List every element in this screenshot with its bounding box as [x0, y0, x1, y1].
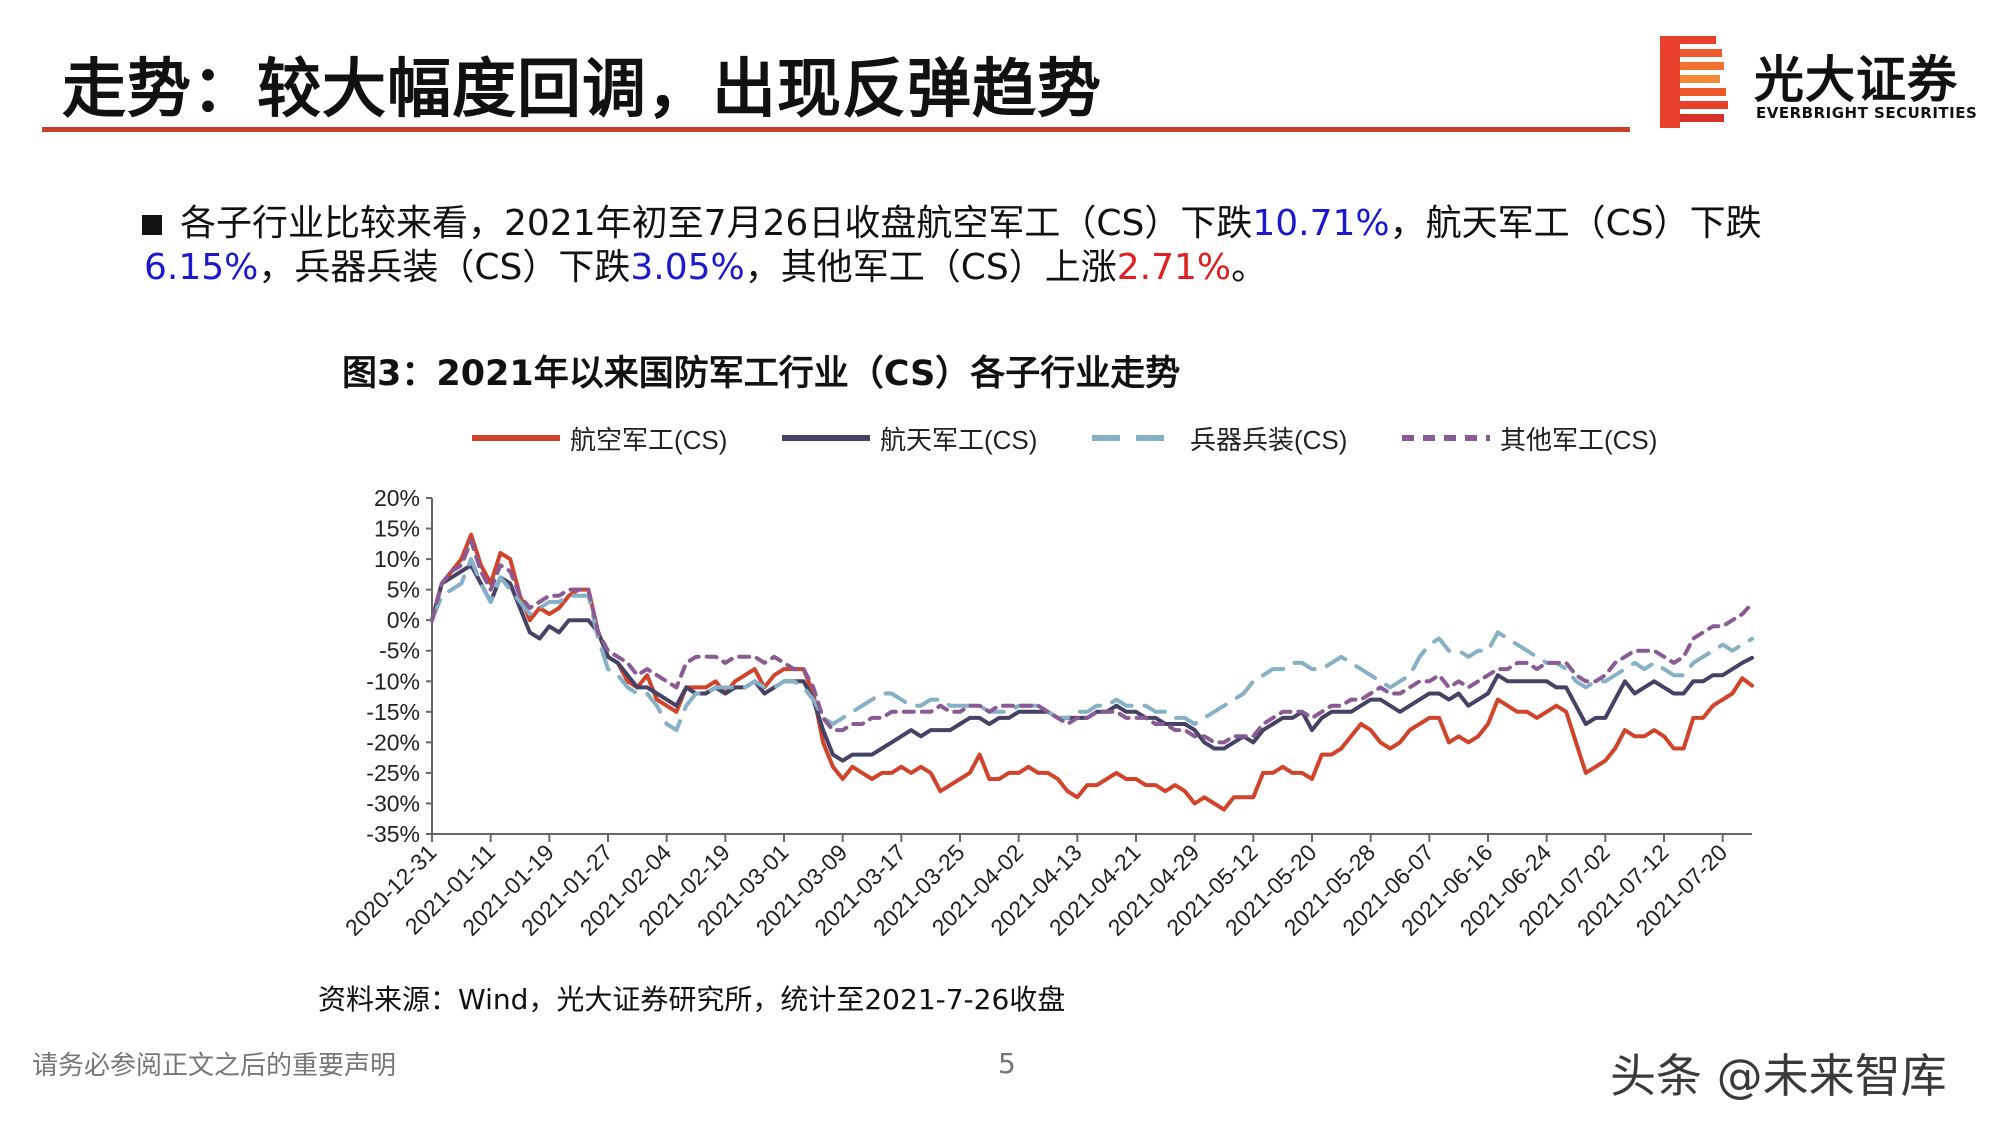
y-tick-label: -35% — [366, 821, 420, 847]
bullet-text-part: ，兵器兵装（CS）下跌 — [258, 247, 631, 288]
legend-item-other: 其他军工(CS) — [1400, 418, 1657, 458]
footer-disclaimer: 请务必参阅正文之后的重要声明 — [32, 1051, 397, 1081]
brand-logo: 光大证券 EVERBRIGHT SECURITIES — [1660, 36, 1980, 128]
bullet-text-part: 各子行业比较来看，2021年初至7月26日收盘航空军工（CS）下跌 — [180, 203, 1253, 244]
y-tick-label: -25% — [366, 760, 420, 786]
bullet-text-part: ，航天军工（CS）下跌 — [1389, 203, 1762, 244]
legend-line-aviation-icon — [472, 435, 560, 441]
y-tick-label: -10% — [366, 668, 420, 694]
bullet-square-icon — [142, 215, 162, 235]
page-number: 5 — [998, 1047, 1016, 1080]
bullet-text-part: ，其他军工（CS）上涨 — [744, 247, 1117, 288]
y-tick-label: 5% — [387, 577, 420, 603]
y-tick-label: 0% — [387, 607, 420, 633]
legend-label-weapons: 兵器兵装(CS) — [1190, 424, 1348, 455]
aviation-change-value: 10.71% — [1252, 203, 1390, 244]
title-divider — [42, 127, 1630, 132]
logo-mark-icon — [1660, 36, 1728, 128]
legend-item-aviation: 航空军工(CS) — [470, 418, 727, 458]
legend-item-weapons: 兵器兵装(CS) — [1090, 418, 1347, 458]
logo-english-name: EVERBRIGHT SECURITIES — [1756, 104, 1978, 122]
series-line-3 — [430, 538, 1754, 745]
legend-label-aviation: 航空军工(CS) — [570, 424, 728, 455]
y-tick-label: 10% — [374, 546, 420, 572]
y-tick-label: -30% — [366, 790, 420, 816]
y-tick-label: -15% — [366, 699, 420, 725]
chart-legend: 航空军工(CS) 航天军工(CS) 兵器兵装(CS) 其他军工(CS) — [470, 418, 1690, 458]
summary-bullet: 各子行业比较来看，2021年初至7月26日收盘航空军工（CS）下跌10.71%，… — [142, 202, 1884, 290]
weapons-change-value: 3.05% — [630, 247, 745, 288]
legend-line-other-icon — [1402, 435, 1490, 441]
legend-line-aerospace-icon — [782, 435, 870, 441]
series-line-0 — [430, 532, 1754, 812]
legend-label-other: 其他军工(CS) — [1500, 424, 1658, 455]
logo-chinese-name: 光大证券 — [1754, 51, 1958, 109]
legend-line-weapons-icon — [1092, 435, 1180, 441]
series-line-2 — [430, 557, 1754, 733]
y-tick-label: -20% — [366, 729, 420, 755]
y-tick-label: 20% — [374, 485, 420, 511]
page-title: 走势：较大幅度回调，出现反弹趋势 — [62, 53, 1102, 127]
y-tick-label: -5% — [379, 638, 420, 664]
source-note: 资料来源：Wind，光大证券研究所，统计至2021-7-26收盘 — [318, 983, 1066, 1016]
other-change-value: 2.71% — [1116, 247, 1232, 288]
watermark: 头条 @未来智库 — [1610, 1049, 1947, 1103]
legend-item-aerospace: 航天军工(CS) — [780, 418, 1037, 458]
bullet-text-part: 。 — [1231, 247, 1268, 288]
y-tick-label: 15% — [374, 516, 420, 542]
chart-title: 图3：2021年以来国防军工行业（CS）各子行业走势 — [342, 354, 1181, 394]
bullet-text: 各子行业比较来看，2021年初至7月26日收盘航空军工（CS）下跌10.71%，… — [144, 202, 1884, 290]
legend-label-aerospace: 航天军工(CS) — [880, 424, 1038, 455]
aerospace-change-value: 6.15% — [144, 247, 259, 288]
